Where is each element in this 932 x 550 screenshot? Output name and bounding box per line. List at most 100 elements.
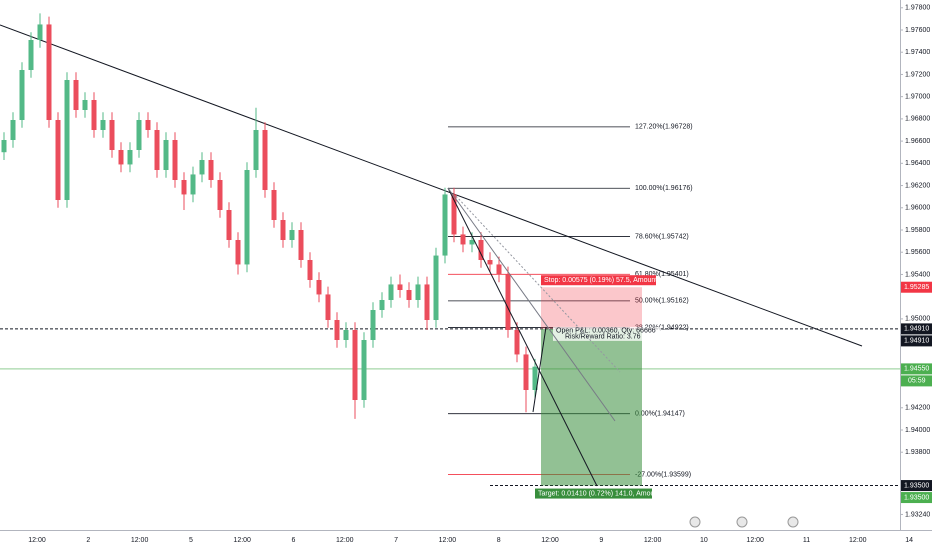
candle-body — [91, 100, 97, 130]
candle-body — [505, 274, 511, 330]
x-tick-label: 11 — [803, 537, 810, 544]
x-tick-label: 2 — [86, 537, 90, 544]
target-label-bg — [535, 488, 652, 499]
open-label: Open P&L: 0.00360, Qty: 66666 — [556, 328, 656, 335]
stop-label: Stop: 0.00575 (0.19%) 57.5, Amount: 750 — [544, 277, 673, 284]
candle-body — [271, 190, 277, 220]
x-tick-label: 12:00 — [849, 537, 867, 544]
x-tick-label: 12:00 — [439, 537, 457, 544]
drawing-layer: 1.97800 1.97600 1.97400 1.97200 1.97000 1.968… — [0, 5, 932, 544]
candle-body — [82, 100, 88, 110]
candle-body — [109, 120, 115, 150]
event-icon[interactable] — [736, 516, 748, 528]
candle-body — [46, 24, 52, 121]
candle-body — [19, 70, 25, 120]
x-tick-label: 14 — [905, 537, 913, 544]
projection-line — [447, 187, 616, 422]
candle-body — [523, 354, 529, 390]
candle-body — [478, 240, 484, 260]
candle-body — [136, 120, 142, 150]
candle-body — [127, 150, 133, 165]
x-tick-label: 5 — [189, 537, 193, 544]
price-label-bg — [901, 492, 932, 504]
candle-body — [163, 140, 169, 170]
y-tick-label: 1.94200 — [905, 405, 930, 412]
fib-label: 78.60%(1.95742) — [635, 233, 689, 240]
countdown-label: 05:59 — [908, 378, 926, 385]
x-tick-label: 6 — [292, 537, 296, 544]
candle-body — [415, 284, 421, 300]
candle-body — [217, 180, 223, 210]
candle-body — [397, 284, 403, 290]
candle-body — [442, 194, 448, 256]
candle-body — [469, 240, 475, 245]
event-icon[interactable] — [689, 516, 701, 528]
candle-body — [73, 80, 79, 110]
x-tick-label: 12:00 — [131, 537, 149, 544]
candle-body — [64, 80, 70, 200]
candle-body — [172, 140, 178, 180]
candle-body — [55, 120, 61, 200]
candle-body — [532, 366, 538, 390]
price-label: 1.94910 — [904, 338, 929, 345]
candle-body — [406, 290, 412, 300]
candle-body — [451, 194, 457, 235]
price-label-bg — [901, 363, 932, 375]
x-tick-label: 10 — [700, 537, 708, 544]
toolbar-icons[interactable] — [689, 516, 799, 528]
candle-body — [496, 264, 502, 275]
fib-label: 127.20%(1.96728) — [635, 124, 693, 131]
candle-body — [514, 330, 520, 355]
candle-body — [262, 130, 268, 190]
candle-body — [352, 330, 358, 400]
candle-body — [37, 24, 43, 40]
projection-line — [447, 187, 598, 487]
price-label-bg — [901, 281, 932, 293]
fib-label: 38.20%(1.94922) — [635, 324, 689, 331]
event-icon[interactable] — [787, 516, 799, 528]
candle-body — [424, 284, 430, 320]
y-tick-label: 1.93800 — [905, 449, 930, 456]
candle-body — [460, 234, 466, 245]
y-tick-label: 1.96400 — [905, 160, 930, 167]
x-tick-label: 12:00 — [541, 537, 559, 544]
y-tick-label: 1.96800 — [905, 116, 930, 123]
candle-body — [181, 180, 187, 195]
candle-body — [289, 230, 295, 240]
y-tick-label: 1.97600 — [905, 27, 930, 34]
y-tick-label: 1.96200 — [905, 182, 930, 189]
candle-body — [280, 220, 286, 240]
stop-zone — [541, 287, 642, 329]
countdown-bg — [901, 375, 932, 387]
candle-body — [433, 255, 439, 320]
candle-body — [145, 120, 151, 130]
target-label: Target: 0.01410 (0.72%) 141.0, Amount: 1… — [538, 490, 689, 497]
price-label-bg — [901, 480, 932, 492]
candle-body — [487, 260, 493, 265]
x-tick-label: 9 — [599, 537, 603, 544]
candle-body — [343, 330, 349, 340]
price-label: 1.94550 — [904, 366, 929, 373]
candle-body — [28, 40, 34, 70]
y-tick-label: 1.95800 — [905, 227, 930, 234]
candle-body — [325, 294, 331, 320]
candle-body — [361, 340, 367, 400]
fib-label: 0.00%(1.94147) — [635, 411, 685, 418]
x-tick-label: 7 — [394, 537, 398, 544]
x-tick-label: 12:00 — [233, 537, 251, 544]
fib-label: 61.80%(1.95401) — [635, 271, 689, 278]
y-tick-label: 1.95600 — [905, 249, 930, 256]
candle-body — [316, 280, 322, 295]
candle-body — [307, 260, 313, 280]
trend-line — [0, 24, 863, 347]
y-tick-label: 1.97200 — [905, 71, 930, 78]
candle-body — [1, 140, 7, 153]
x-tick-label: 8 — [497, 537, 501, 544]
candle-body — [118, 150, 124, 165]
y-tick-label: 1.93240 — [905, 511, 930, 518]
y-tick-label: 1.95000 — [905, 316, 930, 323]
ratio-label: Risk/Reward Ratio: 3.76 — [565, 334, 641, 341]
fib-label: 50.00%(1.95162) — [635, 298, 689, 305]
candle-body — [388, 284, 394, 300]
